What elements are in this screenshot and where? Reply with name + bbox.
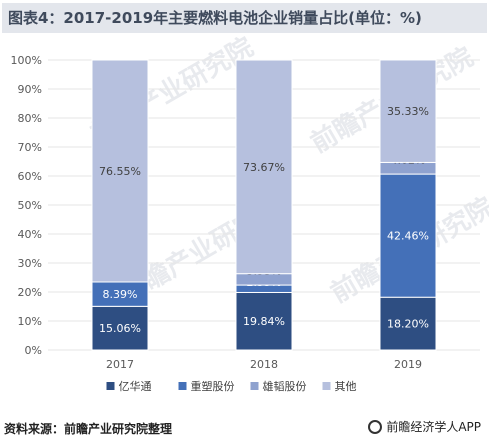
y-tick-label: 0% xyxy=(25,344,42,357)
bar-segment xyxy=(91,281,149,307)
x-tick-label: 2019 xyxy=(394,358,422,371)
y-tick-label: 80% xyxy=(18,112,42,125)
brand-logo-icon xyxy=(368,419,383,434)
bar-segment xyxy=(379,173,437,298)
y-tick-label: 100% xyxy=(11,54,42,67)
y-tick-label: 10% xyxy=(18,315,42,328)
y-tick-label: 20% xyxy=(18,286,42,299)
data-label: 8.39% xyxy=(103,288,138,301)
bar-segment xyxy=(235,59,293,275)
data-label: 19.84% xyxy=(243,315,285,328)
data-label: 76.55% xyxy=(99,165,141,178)
x-tick-label: 2017 xyxy=(106,358,134,371)
bar-segment xyxy=(91,59,149,283)
data-label: 42.46% xyxy=(387,230,429,243)
brand-text: 前瞻经济学人APP xyxy=(386,420,481,434)
legend-label: 雄韬股份 xyxy=(263,379,307,393)
legend-swatch xyxy=(106,382,115,390)
y-tick-label: 90% xyxy=(18,83,42,96)
y-tick-label: 30% xyxy=(18,257,42,270)
data-label: 35.33% xyxy=(387,105,429,118)
y-tick-label: 50% xyxy=(18,199,42,212)
bar-segment xyxy=(91,305,149,351)
data-label: 73.67% xyxy=(243,161,285,174)
y-tick-label: 70% xyxy=(18,141,42,154)
y-tick-label: 60% xyxy=(18,170,42,183)
legend-swatch xyxy=(250,382,259,390)
bar-segment xyxy=(235,291,293,351)
legend-swatch xyxy=(322,382,331,390)
chart-title: 图表4：2017-2019年主要燃料电池企业销量占比(单位：%) xyxy=(2,3,487,33)
legend-label: 其他 xyxy=(335,380,357,393)
bar-segment xyxy=(379,296,437,351)
x-tick-label: 2018 xyxy=(250,358,278,371)
legend-label: 亿华通 xyxy=(119,379,152,393)
legend-label: 重塑股份 xyxy=(191,379,235,393)
legend-swatch xyxy=(178,382,187,390)
bar-segment xyxy=(379,59,437,163)
data-label: 18.20% xyxy=(387,318,429,331)
source-note: 资料来源：前瞻产业研究院整理 xyxy=(4,422,173,436)
y-tick-label: 40% xyxy=(18,228,42,241)
brand-label: 前瞻经济学人APP xyxy=(368,418,481,435)
stacked-bar-chart: 0% 10% 20% 30% 40% 50% 60% 70% 80% 90% 100% 15.06% 8… xyxy=(11,54,480,393)
data-label: 15.06% xyxy=(99,322,141,335)
